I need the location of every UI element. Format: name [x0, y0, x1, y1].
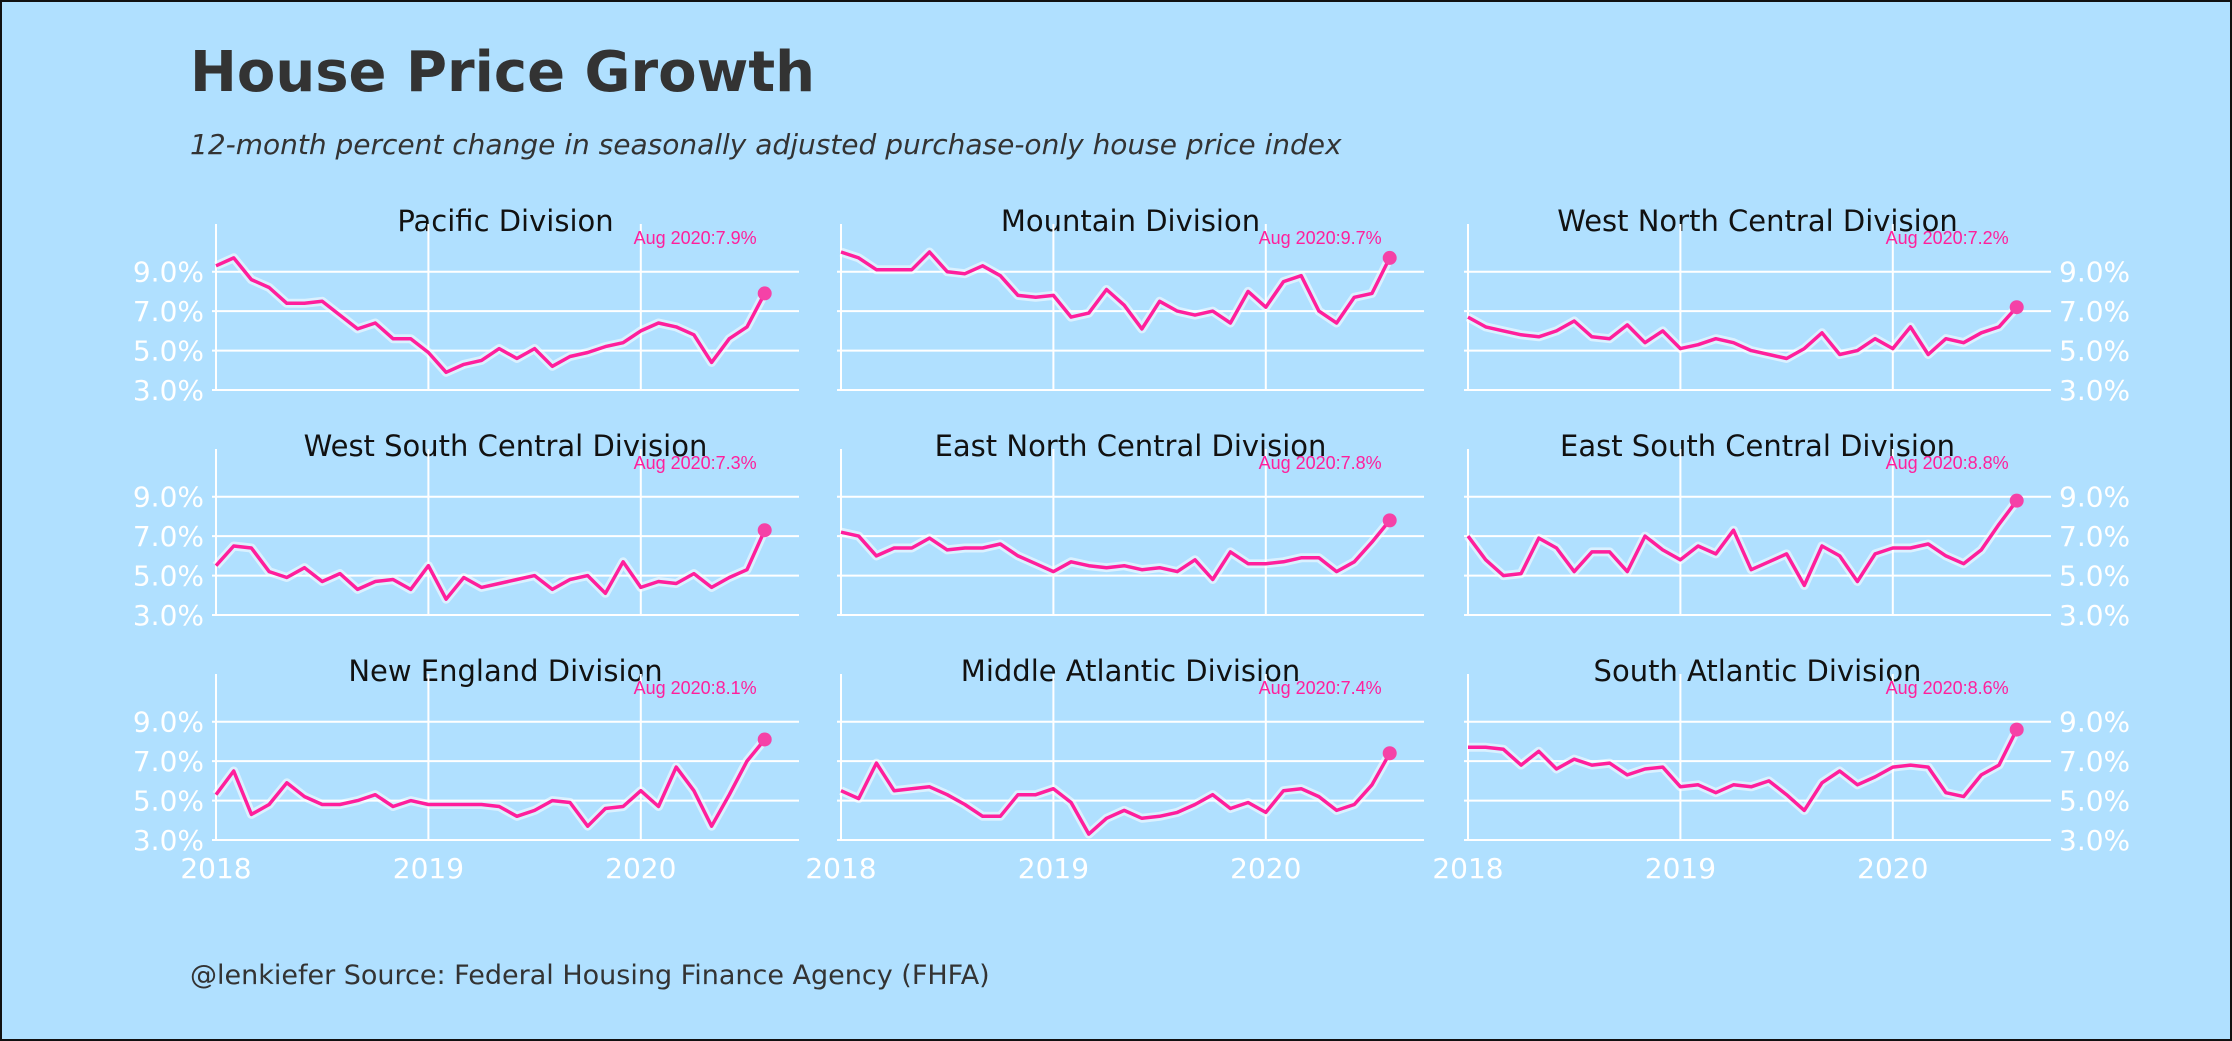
y-tick-label: 7.0%: [2059, 295, 2130, 328]
facet-panel: Middle Atlantic Division 2018 2019 2020 Aug …: [805, 654, 1424, 885]
y-tick-label: 5.0%: [133, 785, 204, 818]
y-tick-label: 9.0%: [133, 256, 204, 289]
facet-panel: East South Central Division 3.0% 5.0% 7.0% 9…: [1464, 429, 2130, 632]
endpoint-annotation: Aug 2020:7.3%: [634, 453, 757, 473]
y-tick-label: 5.0%: [2059, 560, 2130, 593]
panel-title: East North Central Division: [935, 429, 1327, 463]
series-line: [840, 519, 1392, 582]
facet-panel: New England Division 3.0% 5.0% 7.0% 9.0% 2018…: [133, 654, 799, 885]
y-tick-label: 3.0%: [133, 374, 204, 407]
endpoint-annotation: Aug 2020:7.9%: [634, 228, 757, 248]
source-caption: @lenkiefer Source: Federal Housing Finan…: [190, 960, 990, 991]
panel-title: South Atlantic Division: [1594, 654, 1922, 688]
endpoint-marker: [757, 732, 772, 747]
series-line-halo: [212, 528, 769, 604]
x-tick-label: 2019: [1645, 852, 1716, 885]
x-tick-label: 2018: [180, 852, 251, 885]
chart-title: House Price Growth: [190, 40, 815, 105]
panel-title: West North Central Division: [1557, 204, 1958, 238]
series-line: [214, 738, 767, 828]
endpoint-annotation: Aug 2020:8.8%: [1886, 453, 2009, 473]
y-tick-label: 5.0%: [133, 335, 204, 368]
series-line: [840, 752, 1392, 836]
panel-title: Mountain Division: [1001, 204, 1260, 238]
endpoint-annotation: Aug 2020:9.7%: [1259, 228, 1382, 248]
facet-panel: Pacific Division 3.0% 5.0% 7.0% 9.0% Aug 2020…: [133, 204, 799, 407]
endpoint-marker: [1382, 250, 1397, 265]
y-tick-label: 7.0%: [2059, 520, 2130, 553]
y-tick-label: 9.0%: [133, 481, 204, 514]
panel-title: New England Division: [348, 654, 662, 688]
y-tick-label: 3.0%: [2059, 824, 2130, 857]
y-tick-label: 3.0%: [2059, 599, 2130, 632]
series-line-halo: [840, 517, 1394, 584]
endpoint-marker: [757, 523, 772, 538]
y-tick-label: 3.0%: [2059, 374, 2130, 407]
endpoint-annotation: Aug 2020:7.4%: [1259, 678, 1382, 698]
y-tick-label: 9.0%: [2059, 706, 2130, 739]
x-tick-label: 2020: [1857, 852, 1928, 885]
endpoint-marker: [757, 286, 772, 301]
series-line: [215, 256, 767, 375]
endpoint-annotation: Aug 2020:7.8%: [1259, 453, 1382, 473]
x-tick-label: 2020: [605, 852, 676, 885]
endpoint-marker: [2009, 722, 2024, 737]
series-line: [1466, 499, 2019, 588]
endpoint-annotation: Aug 2020:8.6%: [1886, 678, 2009, 698]
panel-title: Middle Atlantic Division: [961, 654, 1300, 688]
series-line-halo: [1468, 727, 2021, 815]
endpoint-marker: [2009, 300, 2024, 315]
y-tick-label: 5.0%: [133, 560, 204, 593]
series-line: [1468, 728, 2019, 813]
y-tick-label: 9.0%: [133, 706, 204, 739]
y-tick-label: 3.0%: [133, 599, 204, 632]
endpoint-marker: [1382, 746, 1397, 761]
y-tick-label: 7.0%: [133, 295, 204, 328]
x-tick-label: 2020: [1230, 852, 1301, 885]
series-line: [214, 529, 767, 601]
y-tick-label: 7.0%: [133, 745, 204, 778]
series-line-halo: [839, 751, 1394, 839]
y-tick-label: 9.0%: [2059, 256, 2130, 289]
facet-panel: South Atlantic Division 3.0% 5.0% 7.0% 9.0% 2…: [1432, 654, 2130, 885]
y-tick-label: 5.0%: [2059, 335, 2130, 368]
chart-subtitle: 12-month percent change in seasonally ad…: [190, 128, 1342, 161]
y-tick-label: 9.0%: [2059, 481, 2130, 514]
facet-panel: West North Central Division 3.0% 5.0% 7.0% 9…: [1464, 204, 2130, 407]
x-tick-label: 2019: [393, 852, 464, 885]
x-tick-label: 2018: [805, 852, 876, 885]
series-line: [1467, 306, 2019, 361]
panel-title: Pacific Division: [397, 204, 613, 238]
series-line-halo: [212, 736, 769, 831]
series-line: [840, 250, 1392, 331]
endpoint-marker: [1382, 513, 1397, 528]
y-tick-label: 7.0%: [133, 520, 204, 553]
endpoint-marker: [2009, 493, 2024, 508]
y-tick-label: 7.0%: [2059, 745, 2130, 778]
endpoint-annotation: Aug 2020:8.1%: [634, 678, 757, 698]
y-tick-label: 5.0%: [2059, 785, 2130, 818]
y-tick-label: 3.0%: [133, 824, 204, 857]
panel-title: East South Central Division: [1560, 429, 1955, 463]
facet-panel: West South Central Division3.0%5.0%7.0%9…: [133, 429, 799, 632]
x-tick-label: 2019: [1018, 852, 1089, 885]
endpoint-annotation: Aug 2020:7.2%: [1886, 228, 2009, 248]
x-tick-label: 2018: [1432, 852, 1503, 885]
